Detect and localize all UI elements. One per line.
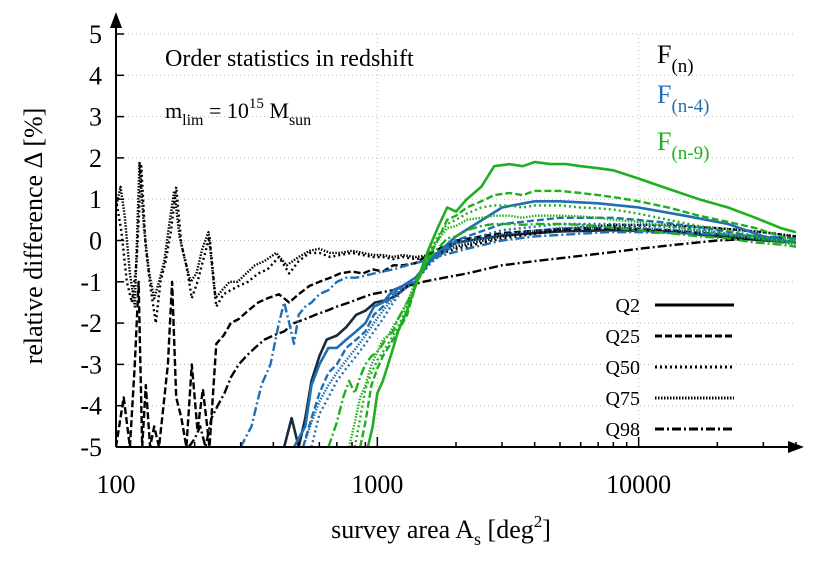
series-line-fn-9-q25	[359, 189, 796, 448]
group-label: F(n-4)	[657, 80, 709, 117]
axes	[110, 12, 804, 453]
x-tick-label: 100	[97, 470, 136, 499]
y-tick-label: 5	[89, 20, 102, 49]
y-tick-label: 1	[89, 185, 102, 214]
y-tick-label: -4	[80, 392, 102, 421]
legend-label: Q25	[606, 326, 640, 348]
y-tick-label: 3	[89, 103, 102, 132]
legend-label: Q2	[616, 295, 640, 317]
tick-labels: 5 4 3 2 1 0 -1 -2 -3 -4 -5 100 1000 10000	[80, 20, 671, 499]
y-tick-label: 0	[89, 227, 102, 256]
y-tick-label: -2	[80, 309, 102, 338]
y-tick-label: -5	[80, 433, 102, 462]
y-tick-label: -3	[80, 350, 102, 379]
chart-title: Order statistics in redshift	[165, 46, 414, 72]
y-tick-label: -1	[80, 268, 102, 297]
group-label: F(n)	[657, 40, 694, 77]
series-line-fn-9-q75	[347, 214, 796, 448]
y-axis-label: relative difference Δ [%]	[19, 108, 48, 365]
y-tick-label: 4	[89, 61, 102, 90]
series-line-fn-q98	[187, 235, 796, 448]
series-line-fn-9-q50	[353, 204, 796, 448]
legend: Q2 Q25 Q50 Q75 Q98	[606, 295, 734, 441]
series-line-fn-q2	[282, 228, 796, 448]
group-label: F(n-9)	[657, 127, 709, 164]
series-line-fn-4-q25	[301, 216, 796, 448]
y-axis-arrow	[110, 12, 122, 28]
series-layer	[116, 160, 796, 448]
x-tick-label: 10000	[606, 470, 671, 499]
x-tick-label: 1000	[351, 470, 403, 499]
series-line-fn-9-q98	[327, 222, 796, 448]
mlim-annotation: mlim = 1015 Msun	[165, 96, 311, 129]
legend-label: Q50	[606, 357, 640, 379]
series-line-fn-4-q50	[310, 222, 796, 448]
y-tick-label: 2	[89, 144, 102, 173]
legend-label: Q75	[606, 388, 640, 410]
x-axis-label: survey area As [deg2]	[331, 512, 551, 549]
series-line-fn-9-q2	[366, 160, 796, 448]
series-line-fn-4-q98	[239, 230, 796, 448]
series-line-fn-q25	[116, 226, 796, 448]
group-labels: F(n)F(n-4) F(n-9)	[657, 40, 709, 164]
legend-label: Q98	[606, 419, 640, 441]
